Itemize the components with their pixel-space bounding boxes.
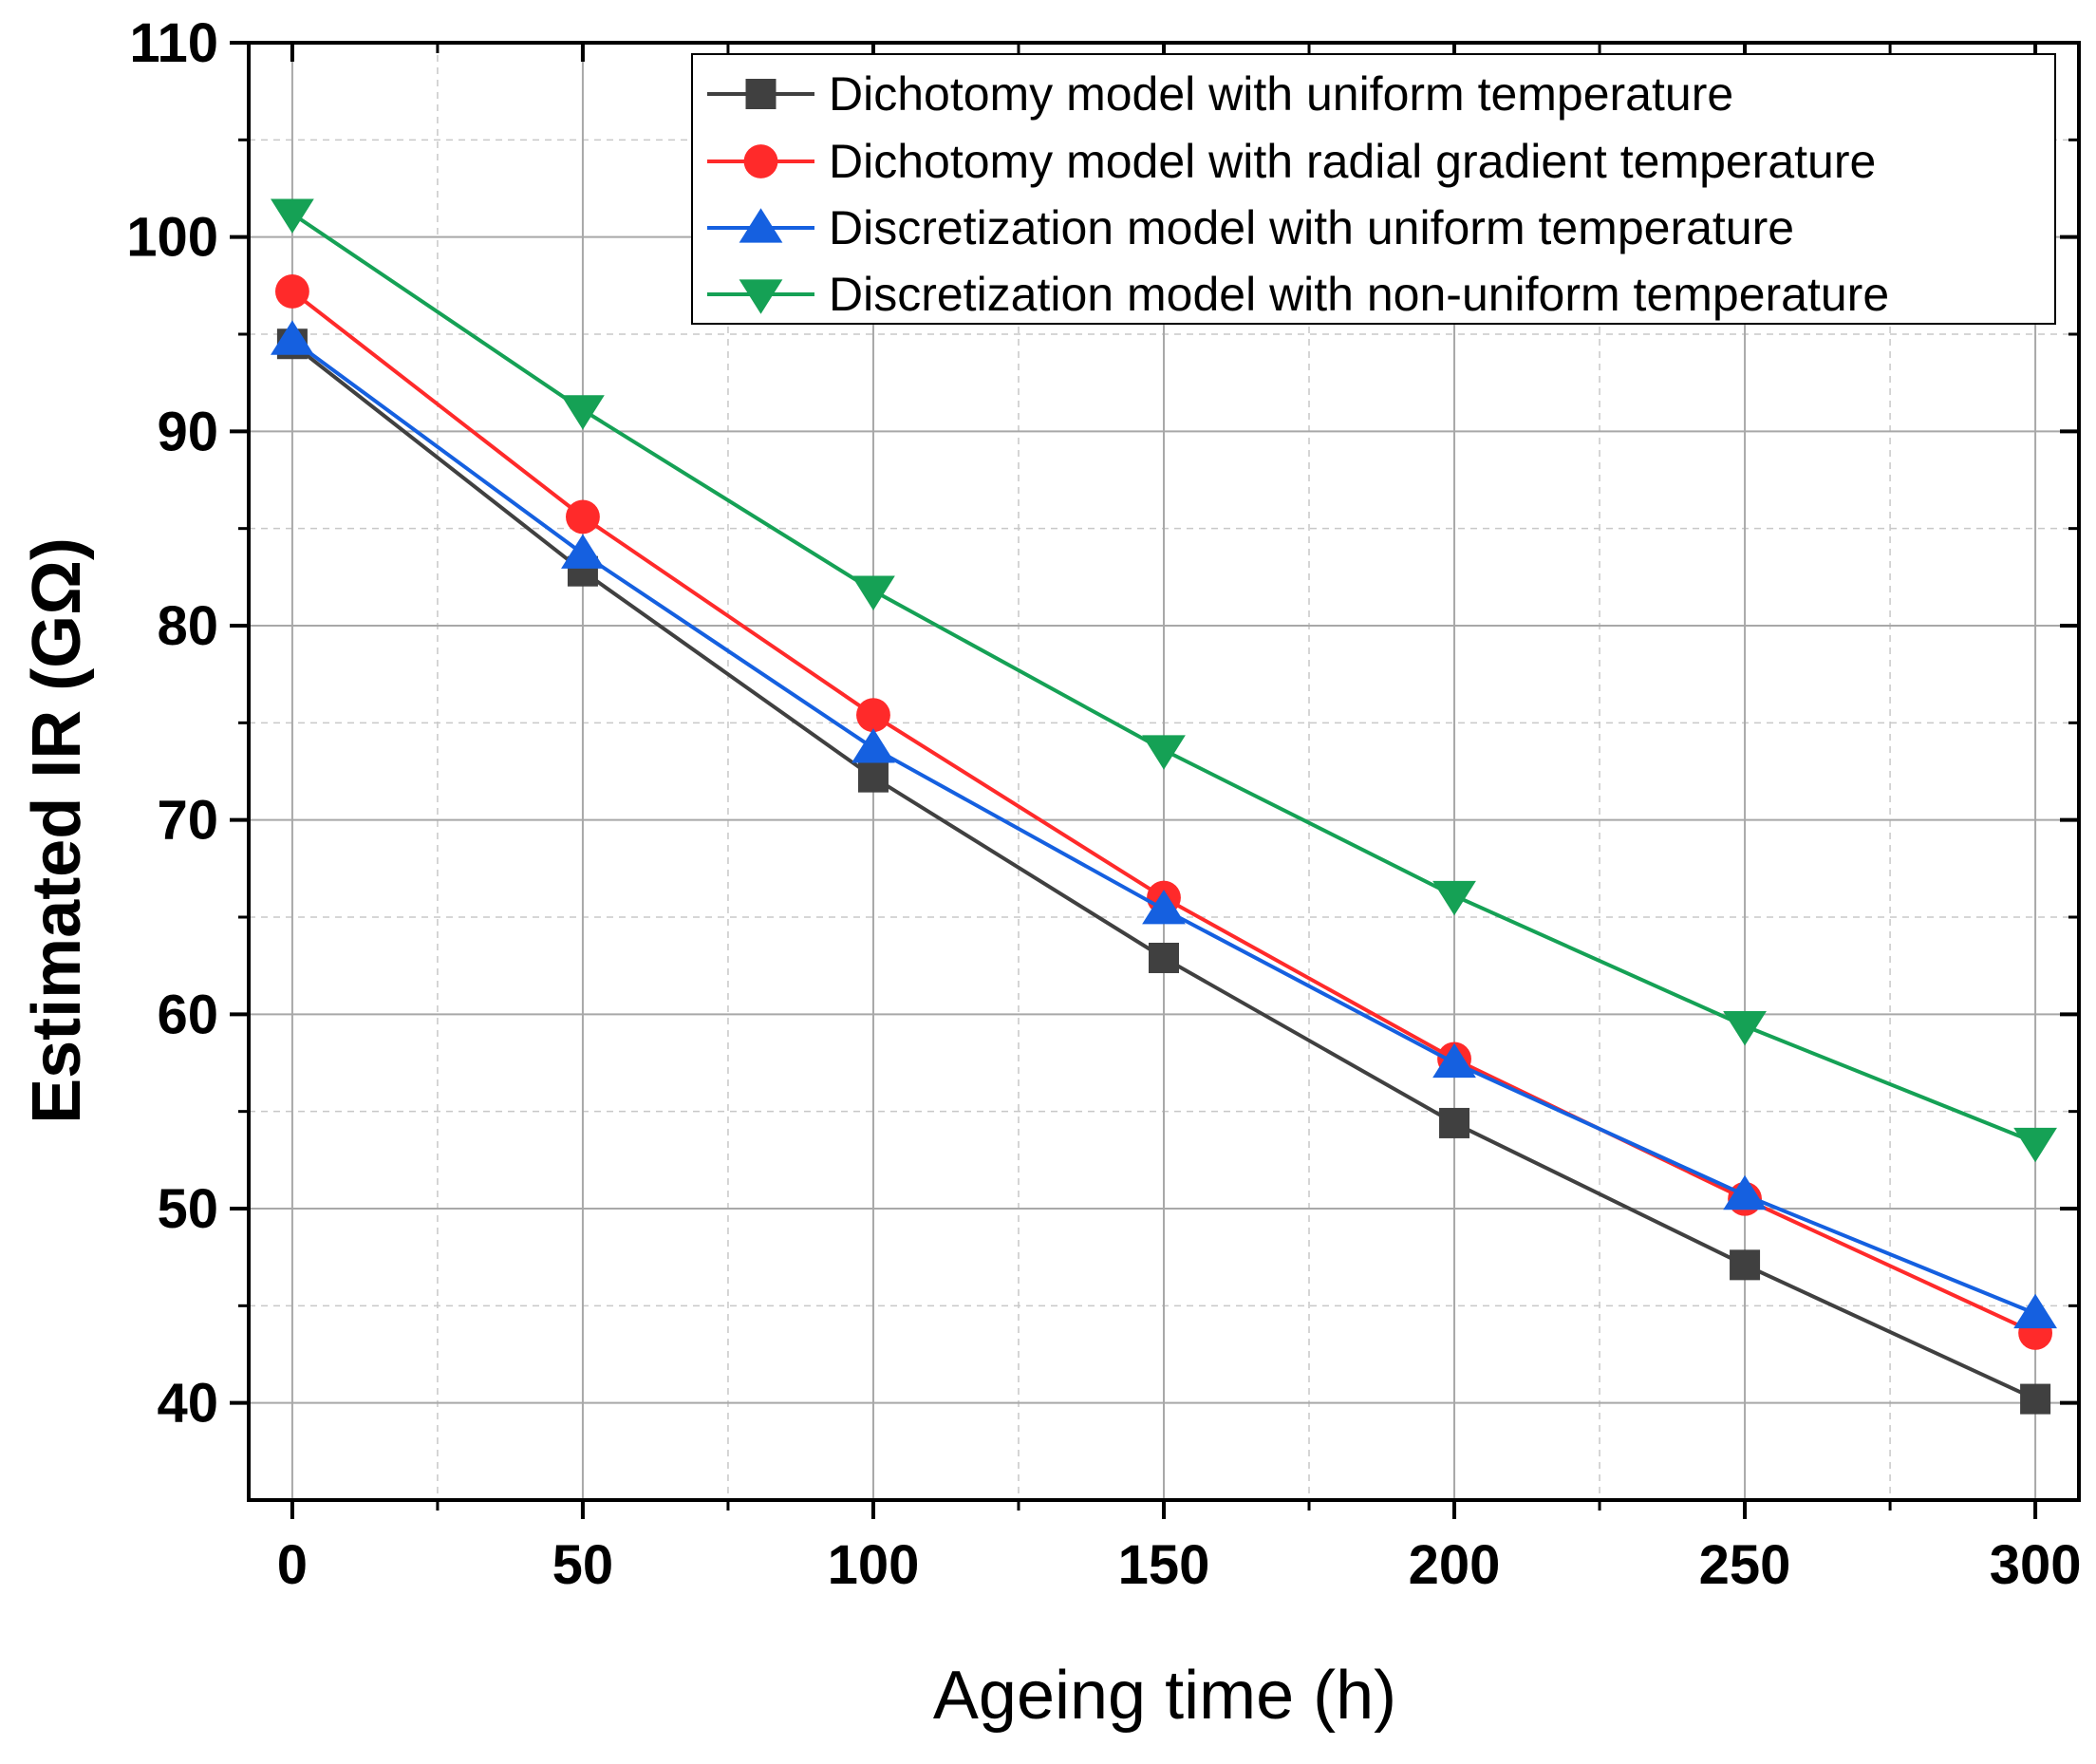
data-point [1432,1042,1476,1079]
legend-item-3: Discretization model with uniform temper… [707,201,1794,254]
x-axis-title: Ageing time (h) [933,1658,1396,1734]
y-tick-label: 50 [157,1178,218,1240]
y-tick-label: 70 [157,790,218,852]
x-tick-label: 300 [1990,1534,2082,1596]
y-tick-label: 60 [157,984,218,1045]
data-point [852,728,895,763]
data-point [1432,880,1476,916]
data-point [1142,735,1186,770]
legend-item-2: Dichotomy model with radial gradient tem… [707,135,1876,188]
data-point [1439,1107,1470,1138]
data-point [2013,1293,2057,1329]
legend-item-1: Dichotomy model with uniform temperature [707,67,1733,121]
x-tick-label: 150 [1118,1534,1210,1596]
data-point [271,320,314,355]
data-point [271,198,314,234]
data-point [856,698,890,733]
data-point [1730,1249,1761,1281]
data-point [561,395,605,430]
tick-labels: 0 50 100 150 200 250 300 40 50 60 70 80 90 100 110 [126,12,2081,1596]
legend-item-4: Discretization model with non-uniform te… [707,268,1889,321]
legend-marker [743,144,778,178]
y-tick-label: 90 [157,401,218,462]
data-point [2013,1127,2057,1163]
series-3 [271,320,2057,1329]
data-point [1723,1174,1767,1210]
legend-marker [739,208,783,243]
data-point [852,575,895,610]
data-point [1149,942,1179,973]
x-tick-label: 250 [1699,1534,1791,1596]
y-tick-label: 40 [157,1373,218,1435]
data-point [1723,1011,1767,1046]
series-group [271,198,2057,1415]
y-tick-label: 80 [157,595,218,657]
data-point [561,534,605,569]
legend-label: Discretization model with uniform temper… [829,201,1794,254]
y-tick-label: 100 [126,207,218,269]
legend-marker [739,279,783,314]
data-point [857,761,889,793]
x-tick-label: 50 [552,1534,614,1596]
x-tick-label: 200 [1409,1534,1501,1596]
y-tick-label: 110 [129,12,218,74]
data-point [566,499,600,535]
x-tick-label: 100 [828,1534,920,1596]
data-point [1142,890,1186,925]
series-4 [271,198,2057,1163]
legend-marker [745,79,777,109]
x-tick-label: 0 [277,1534,308,1596]
legend-box [691,53,2056,325]
legend: Dichotomy model with uniform temperature… [691,53,2056,325]
data-point [2020,1383,2051,1415]
legend-label: Discretization model with non-uniform te… [829,268,1889,321]
legend-label: Dichotomy model with radial gradient tem… [829,135,1876,188]
y-axis-title: Estimated IR (GΩ) [19,537,95,1124]
data-point [274,274,309,309]
legend-label: Dichotomy model with uniform temperature [829,67,1733,121]
